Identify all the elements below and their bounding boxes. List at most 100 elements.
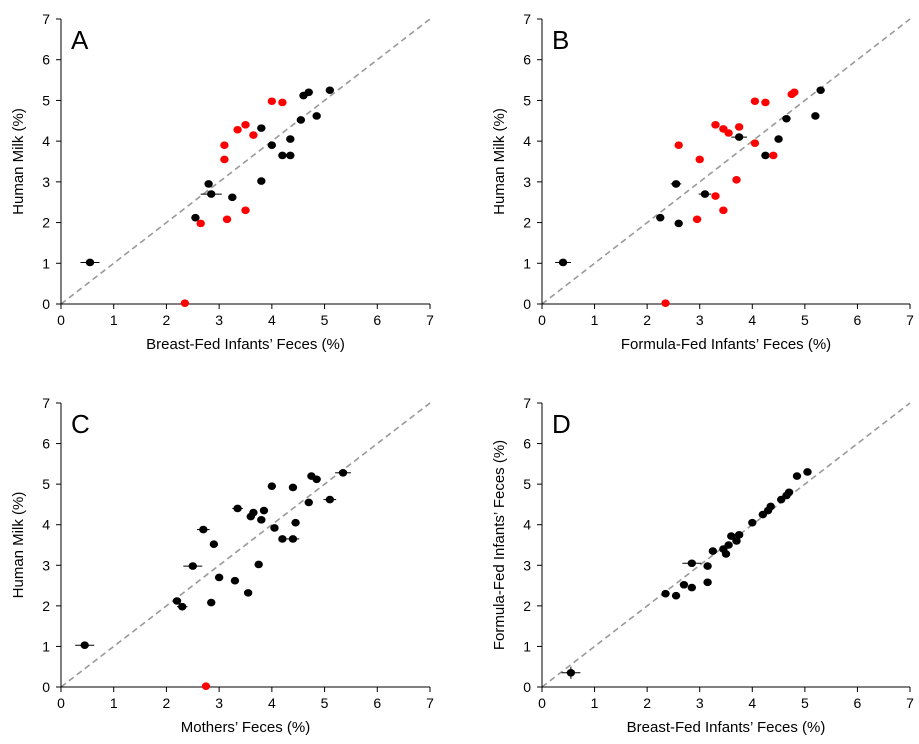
panel-c-y-tick-label: 5 xyxy=(42,476,50,492)
panel-d-x-tick-label: 3 xyxy=(696,695,704,711)
panel-d-point-black xyxy=(703,562,712,570)
panel-b-point-black xyxy=(671,180,681,188)
panel-a-point-black xyxy=(304,88,313,97)
panel-d-point-black xyxy=(721,550,731,558)
panel-b-y-tick-label: 7 xyxy=(523,11,531,27)
panel-b-point-red xyxy=(790,88,799,97)
panel-c-identity-line xyxy=(60,402,431,688)
panel-c-point-black xyxy=(243,589,253,597)
panel-c-point-black xyxy=(209,540,219,548)
panel-b-x-tick-label: 2 xyxy=(643,312,651,328)
panel-c-y-tick-label: 0 xyxy=(42,679,50,695)
panel-d-point-black xyxy=(792,472,802,480)
panel-c-x-axis-title: Mothers’ Feces (%) xyxy=(181,719,310,736)
panel-a-y-tick-label: 1 xyxy=(42,255,50,271)
panel-a-point-black xyxy=(207,190,216,198)
panel-b-letter: B xyxy=(552,25,569,55)
panel-c-point-black xyxy=(291,518,300,527)
panel-d-x-tick-label: 6 xyxy=(854,695,862,711)
panel-a-point-red xyxy=(249,131,258,139)
panel-b-point-red xyxy=(734,123,744,131)
panel-a-y-tick-label: 6 xyxy=(42,52,50,68)
panel-a-point-red xyxy=(180,299,190,307)
panel-c-point-black xyxy=(188,562,197,570)
panel-b-point-red xyxy=(732,176,741,184)
panel-b-point-black xyxy=(656,213,665,222)
panel-c-y-tick-label: 4 xyxy=(42,517,50,533)
panel-b-point-black xyxy=(816,86,825,95)
panel-b-point-black xyxy=(558,258,568,267)
panel-d-y-tick-label: 1 xyxy=(523,638,531,654)
panel-d-x-tick-label: 0 xyxy=(538,695,546,711)
panel-c-point-black xyxy=(214,573,224,582)
panel-a-point-red xyxy=(278,98,287,107)
panel-b-point-red xyxy=(769,151,778,160)
panel-c-x-tick-label: 6 xyxy=(373,695,381,711)
panel-c-point-black xyxy=(267,482,277,490)
panel-d-x-tick-label: 4 xyxy=(748,695,756,711)
panel-b-point-red xyxy=(711,121,720,129)
panel-c-point-black xyxy=(312,475,321,484)
panel-a-point-black xyxy=(325,86,335,95)
panel-c-x-tick-label: 5 xyxy=(321,695,329,711)
panel-b-point-red xyxy=(724,129,733,137)
panel-a: 0 1 2 3 4 5 6 7 0 1 2 3 4 5 6 7 Breast-Fed Infants’ Fece… xyxy=(10,11,434,353)
panel-d-point-black xyxy=(687,559,697,568)
panel-a-y-tick-label: 2 xyxy=(42,215,50,231)
panel-d-y-tick-label: 5 xyxy=(523,476,531,492)
panel-d-point-black xyxy=(703,578,712,587)
panel-d-letter: D xyxy=(552,409,571,439)
panel-a-point-black xyxy=(296,116,306,124)
panel-b-point-black xyxy=(734,133,744,141)
panel-b-y-tick-label: 1 xyxy=(523,255,531,271)
panel-c-point-red xyxy=(201,682,211,690)
panel-a-point-red xyxy=(220,141,229,150)
panel-a-point-red xyxy=(241,121,250,129)
panel-d-point-black xyxy=(727,532,736,540)
panel-b-identity-line xyxy=(541,18,911,305)
panel-b-point-black xyxy=(782,114,791,123)
panel-d-point-black xyxy=(732,537,741,545)
panel-a-point-black xyxy=(204,180,213,188)
panel-a-point-red xyxy=(267,97,277,106)
panel-c-point-black xyxy=(249,508,258,517)
panel-c-x-tick-label: 2 xyxy=(163,695,171,711)
panel-c-point-black xyxy=(288,535,298,543)
panel-a-point-red xyxy=(220,155,229,164)
panel-b-y-axis-title: Human Milk (%) xyxy=(491,108,508,215)
panel-a-identity-line xyxy=(60,18,431,305)
panel-d-point-black xyxy=(784,488,794,497)
panel-c-y-tick-label: 3 xyxy=(42,557,50,573)
panel-d-y-tick-label: 4 xyxy=(523,517,531,533)
panel-d-point-black xyxy=(803,468,812,476)
panel-d-y-tick-label: 0 xyxy=(523,679,531,695)
panel-a-point-black xyxy=(278,151,287,160)
panel-c-point-black xyxy=(257,516,266,524)
panel-c-point-black xyxy=(288,483,298,492)
panel-a-point-red xyxy=(222,215,232,224)
panel-d-point-black xyxy=(766,502,775,511)
panel-a-x-tick-label: 4 xyxy=(268,312,276,328)
panel-c-point-black xyxy=(230,576,240,585)
panel-a-point-black xyxy=(286,135,295,143)
panel-a-point-red xyxy=(233,125,242,134)
panel-a-point-black xyxy=(257,124,266,132)
panel-b-x-tick-label: 4 xyxy=(748,312,756,328)
panel-b-y-tick-label: 6 xyxy=(523,52,531,68)
panel-b-x-tick-label: 1 xyxy=(591,312,599,328)
panel-a-point-black xyxy=(257,177,266,185)
panel-b-x-tick-label: 7 xyxy=(906,312,914,328)
panel-c-point-black xyxy=(199,525,208,534)
panel-c-point-black xyxy=(325,495,335,504)
panel-c-x-tick-label: 0 xyxy=(57,695,65,711)
panel-c-point-black xyxy=(304,498,313,507)
panel-a-x-tick-label: 5 xyxy=(321,312,329,328)
panel-d-y-tick-label: 7 xyxy=(523,395,531,411)
panel-b-x-tick-label: 3 xyxy=(696,312,704,328)
panel-c-x-tick-label: 7 xyxy=(426,695,434,711)
panel-a-x-tick-label: 0 xyxy=(57,312,65,328)
panel-b-point-red xyxy=(695,155,704,164)
panel-d-point-black xyxy=(671,591,681,600)
panel-c-point-black xyxy=(338,468,348,477)
